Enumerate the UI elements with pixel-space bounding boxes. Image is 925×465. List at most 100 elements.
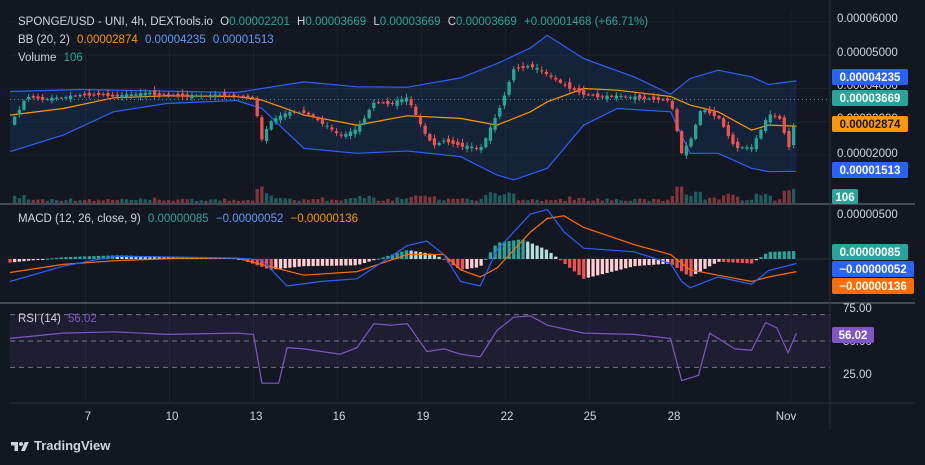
candle-body: [278, 115, 283, 121]
macd-histogram-bar: [502, 241, 507, 259]
volume-bar: [493, 193, 497, 203]
volume-bar: [670, 195, 674, 203]
candle-body: [684, 145, 688, 156]
volume-bar: [414, 195, 418, 203]
volume-label[interactable]: Volume: [18, 52, 57, 64]
candle-body: [530, 64, 535, 68]
candle-body: [180, 93, 185, 97]
volume-bar: [540, 200, 544, 203]
bb-legend[interactable]: BB (20, 2) 0.00002874 0.00004235 0.00001…: [18, 34, 278, 46]
candle-body: [134, 94, 138, 96]
volume-bar: [656, 199, 660, 203]
candle-body: [694, 124, 698, 140]
volume-bar: [610, 200, 614, 203]
volume-bar: [283, 198, 287, 203]
candle-body: [512, 69, 516, 81]
volume-legend[interactable]: Volume 106: [18, 52, 87, 64]
price-tick: 0.00006000: [837, 13, 898, 25]
candle-body: [283, 113, 287, 118]
macd-histogram-bar: [269, 259, 273, 270]
rsi-label[interactable]: RSI (14): [18, 313, 61, 325]
macd-histogram-bar: [456, 259, 460, 269]
tradingview-logo[interactable]: TradingView: [10, 438, 110, 454]
macd-histogram-bar: [703, 259, 707, 269]
candle-body: [390, 103, 395, 105]
volume-badge: [832, 189, 858, 204]
volume-bar: [544, 199, 549, 203]
macd-histogram-bar: [596, 259, 600, 276]
volume-bar: [624, 200, 628, 203]
macd-histogram-bar: [69, 256, 73, 259]
rsi-pane[interactable]: [10, 304, 830, 400]
macd-label[interactable]: MACD (12, 26, close, 9): [18, 213, 141, 225]
macd-histogram-bar: [540, 247, 544, 259]
candle-body: [185, 94, 189, 97]
candle-body: [250, 97, 255, 99]
volume-bar: [134, 200, 138, 203]
volume-bar: [55, 200, 59, 203]
candle-body: [773, 115, 777, 117]
volume-bar: [460, 198, 465, 203]
macd-histogram-bar: [694, 259, 698, 274]
macd-histogram-bar: [82, 256, 87, 259]
macd-histogram-bar: [717, 259, 721, 262]
rsi-badge-text: 56.02: [839, 330, 868, 342]
candle-body: [120, 94, 124, 99]
volume-bar: [334, 199, 339, 203]
volume-bar: [666, 199, 670, 203]
candle-body: [176, 93, 180, 97]
close-label: C: [447, 16, 457, 28]
volume-bar: [558, 198, 563, 203]
macd-histogram-bar: [138, 255, 143, 259]
macd-histogram-bar: [754, 259, 758, 261]
volume-bar: [516, 200, 521, 203]
macd-histogram-bar: [614, 259, 619, 271]
brand-name: TradingView: [34, 438, 111, 453]
macd-histogram-bar: [521, 239, 525, 259]
time-tick: 7: [85, 411, 91, 423]
candle-body: [563, 84, 567, 86]
macd-histogram-bar: [59, 257, 63, 259]
bb-basis-badge: [832, 116, 908, 132]
candle-body: [204, 95, 208, 97]
candle-body: [675, 109, 679, 131]
candle-body: [535, 67, 539, 70]
symbol-title[interactable]: SPONGE/USD - UNI, 4h, DEXTools.io: [18, 16, 213, 28]
volume-bar: [432, 196, 437, 203]
volume-bar: [190, 198, 194, 203]
bb-band-fill: [10, 35, 797, 180]
macd-legend[interactable]: MACD (12, 26, close, 9) 0.00000085 −0.00…: [18, 213, 362, 225]
macd-histogram-bar: [451, 259, 455, 266]
macd-histogram-bar: [670, 259, 674, 265]
candle-body: [712, 110, 716, 117]
macd-histogram-bar: [530, 243, 535, 259]
macd-histogram-bar: [129, 255, 133, 259]
macd-histogram-bar: [470, 259, 474, 269]
macd-histogram-bar: [330, 259, 334, 266]
candle-body: [311, 114, 315, 118]
bb-label[interactable]: BB (20, 2): [18, 34, 70, 46]
volume-bar: [689, 195, 693, 203]
time-tick: 22: [501, 411, 514, 423]
macd-histogram-bar: [162, 256, 166, 259]
macd-histogram-bar: [544, 249, 549, 259]
candle-body: [400, 99, 404, 103]
macd-histogram-bar: [675, 259, 679, 268]
volume-bar: [222, 198, 227, 203]
volume-bar: [59, 200, 63, 203]
macd-histogram-bar: [171, 256, 175, 259]
time-tick: 16: [333, 411, 346, 423]
macd-histogram-bar: [652, 259, 656, 265]
candle-body: [418, 116, 423, 125]
ohlc-legend[interactable]: SPONGE/USD - UNI, 4h, DEXTools.io O0.000…: [18, 16, 652, 28]
volume-bar: [306, 199, 311, 203]
candle-body: [474, 147, 479, 149]
low-label: L: [373, 16, 380, 28]
volume-bar: [694, 191, 698, 203]
macd-histogram-bar: [624, 259, 628, 269]
macd-histogram-bar: [283, 259, 287, 269]
candle-body: [269, 121, 273, 130]
rsi-legend[interactable]: RSI (14) 56.02: [18, 313, 101, 325]
rsi-line: [9, 315, 797, 384]
